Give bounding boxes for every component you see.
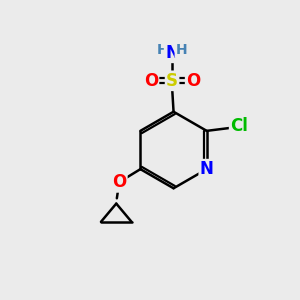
- Text: O: O: [186, 72, 200, 90]
- Text: O: O: [112, 173, 126, 191]
- Text: S: S: [166, 72, 178, 90]
- Text: N: N: [165, 44, 179, 62]
- Text: H: H: [176, 43, 187, 57]
- Text: H: H: [157, 43, 169, 57]
- Text: Cl: Cl: [230, 117, 248, 135]
- Text: N: N: [200, 160, 214, 178]
- Text: O: O: [144, 72, 158, 90]
